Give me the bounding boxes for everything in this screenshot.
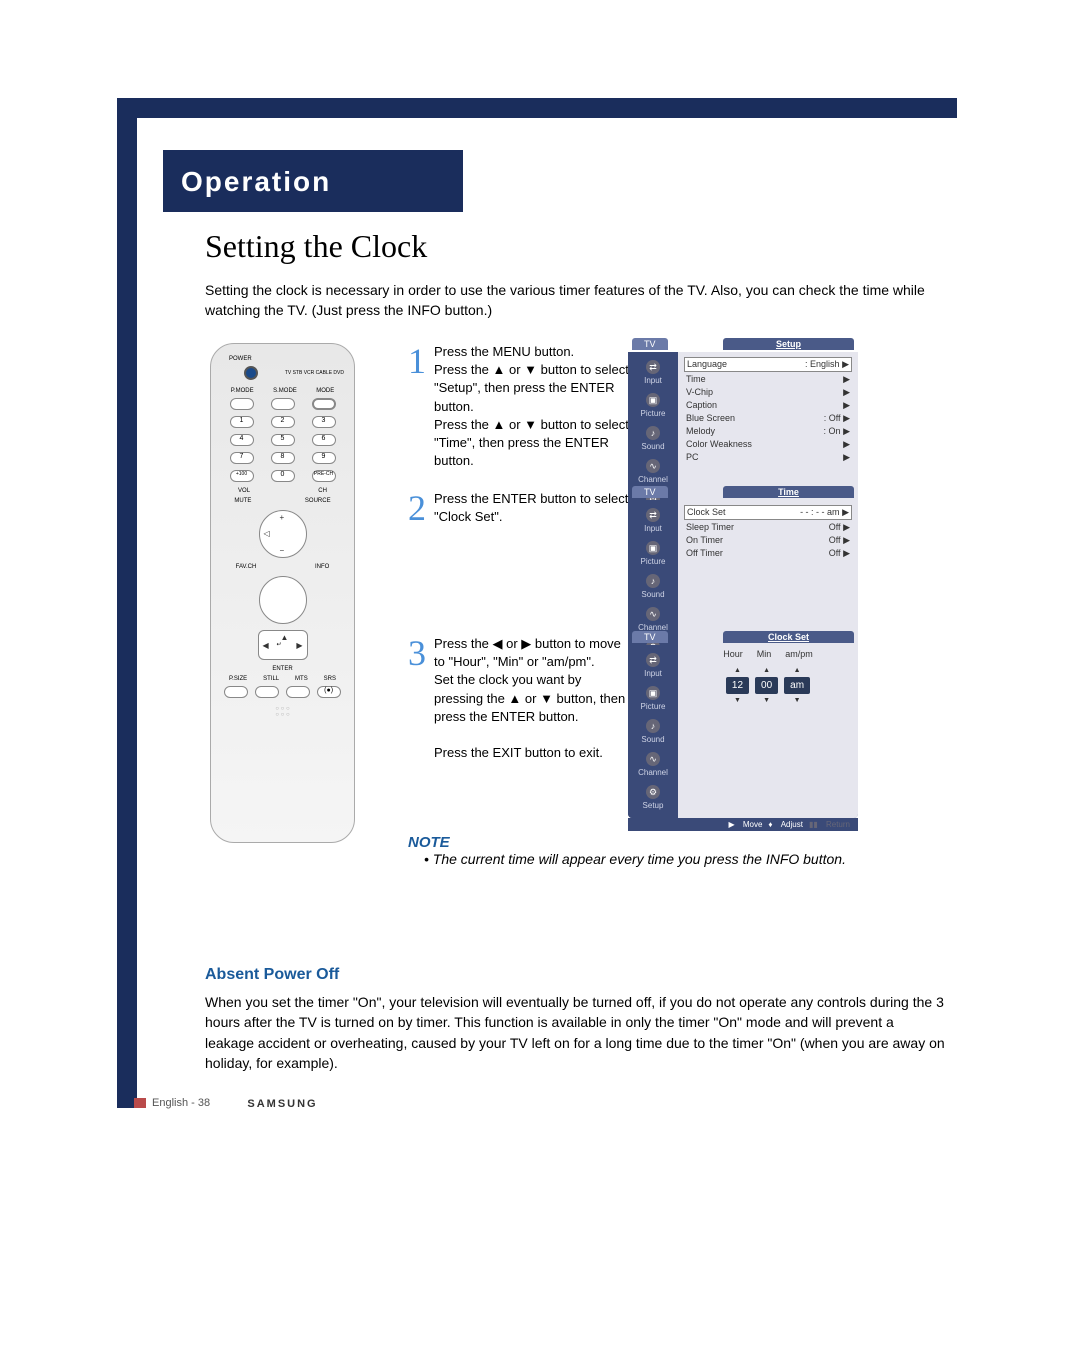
step-2-number: 2 bbox=[408, 490, 426, 526]
page: Operation Setting the Clock Setting the … bbox=[0, 0, 1080, 1369]
absent-section: Absent Power Off When you set the timer … bbox=[205, 966, 945, 1073]
step-1: 1 Press the MENU button. Press the ▲ or … bbox=[408, 343, 634, 470]
osd3-sidebar: ⇄Input ▣Picture ♪Sound ∿Channel ⚙Setup bbox=[628, 645, 678, 818]
picture-icon: ▣ bbox=[646, 393, 660, 407]
osd-title: Setup bbox=[723, 338, 854, 350]
section-header: Operation bbox=[163, 150, 463, 212]
sound-icon: ♪ bbox=[646, 426, 660, 440]
step-3: 3 Press the ◀ or ▶ button to move to "Ho… bbox=[408, 635, 634, 762]
osd-tv-label: TV bbox=[632, 338, 668, 350]
step-2-text: Press the ENTER button to select "Clock … bbox=[434, 490, 634, 526]
channel-icon: ∿ bbox=[646, 459, 660, 473]
step-3-text: Press the ◀ or ▶ button to move to "Hour… bbox=[434, 635, 634, 762]
osd2-tv-label: TV bbox=[632, 486, 668, 498]
note-block: NOTE • The current time will appear ever… bbox=[408, 834, 948, 867]
step-3-number: 3 bbox=[408, 635, 426, 762]
header-bar bbox=[117, 98, 957, 118]
menu-circle bbox=[259, 576, 307, 624]
osd3-title: Clock Set bbox=[723, 631, 854, 643]
remote-brand: SAMSUNG bbox=[221, 1098, 344, 1110]
page-footer: English - 38 bbox=[134, 1097, 210, 1109]
nav-circle: + − ◁ bbox=[259, 510, 307, 558]
note-label: NOTE bbox=[408, 834, 948, 851]
side-bar bbox=[117, 98, 137, 1108]
osd2-title: Time bbox=[723, 486, 854, 498]
power-icon bbox=[244, 366, 258, 380]
dpad: ▲ ◀ ▶ ↵ bbox=[258, 630, 308, 660]
page-title: Setting the Clock bbox=[205, 228, 427, 265]
step-2: 2 Press the ENTER button to select "Cloc… bbox=[408, 490, 634, 526]
clock-hour: 12 bbox=[726, 677, 749, 694]
absent-heading: Absent Power Off bbox=[205, 966, 945, 984]
input-icon: ⇄ bbox=[646, 360, 660, 374]
footer-mark bbox=[134, 1098, 146, 1108]
remote-illustration: POWER TV STB VCR CABLE DVD P.MODES.MODEM… bbox=[210, 343, 355, 843]
osd-clockset: TV Clock Set ⇄Input ▣Picture ♪Sound ∿Cha… bbox=[628, 645, 858, 831]
absent-text: When you set the timer "On", your televi… bbox=[205, 992, 945, 1073]
step-1-number: 1 bbox=[408, 343, 426, 470]
intro-text: Setting the clock is necessary in order … bbox=[205, 281, 945, 320]
osd3-tv-label: TV bbox=[632, 631, 668, 643]
clock-ampm: am bbox=[784, 677, 810, 694]
step-1-text: Press the MENU button. Press the ▲ or ▼ … bbox=[434, 343, 634, 470]
clock-min: 00 bbox=[755, 677, 778, 694]
note-text: • The current time will appear every tim… bbox=[424, 851, 948, 867]
